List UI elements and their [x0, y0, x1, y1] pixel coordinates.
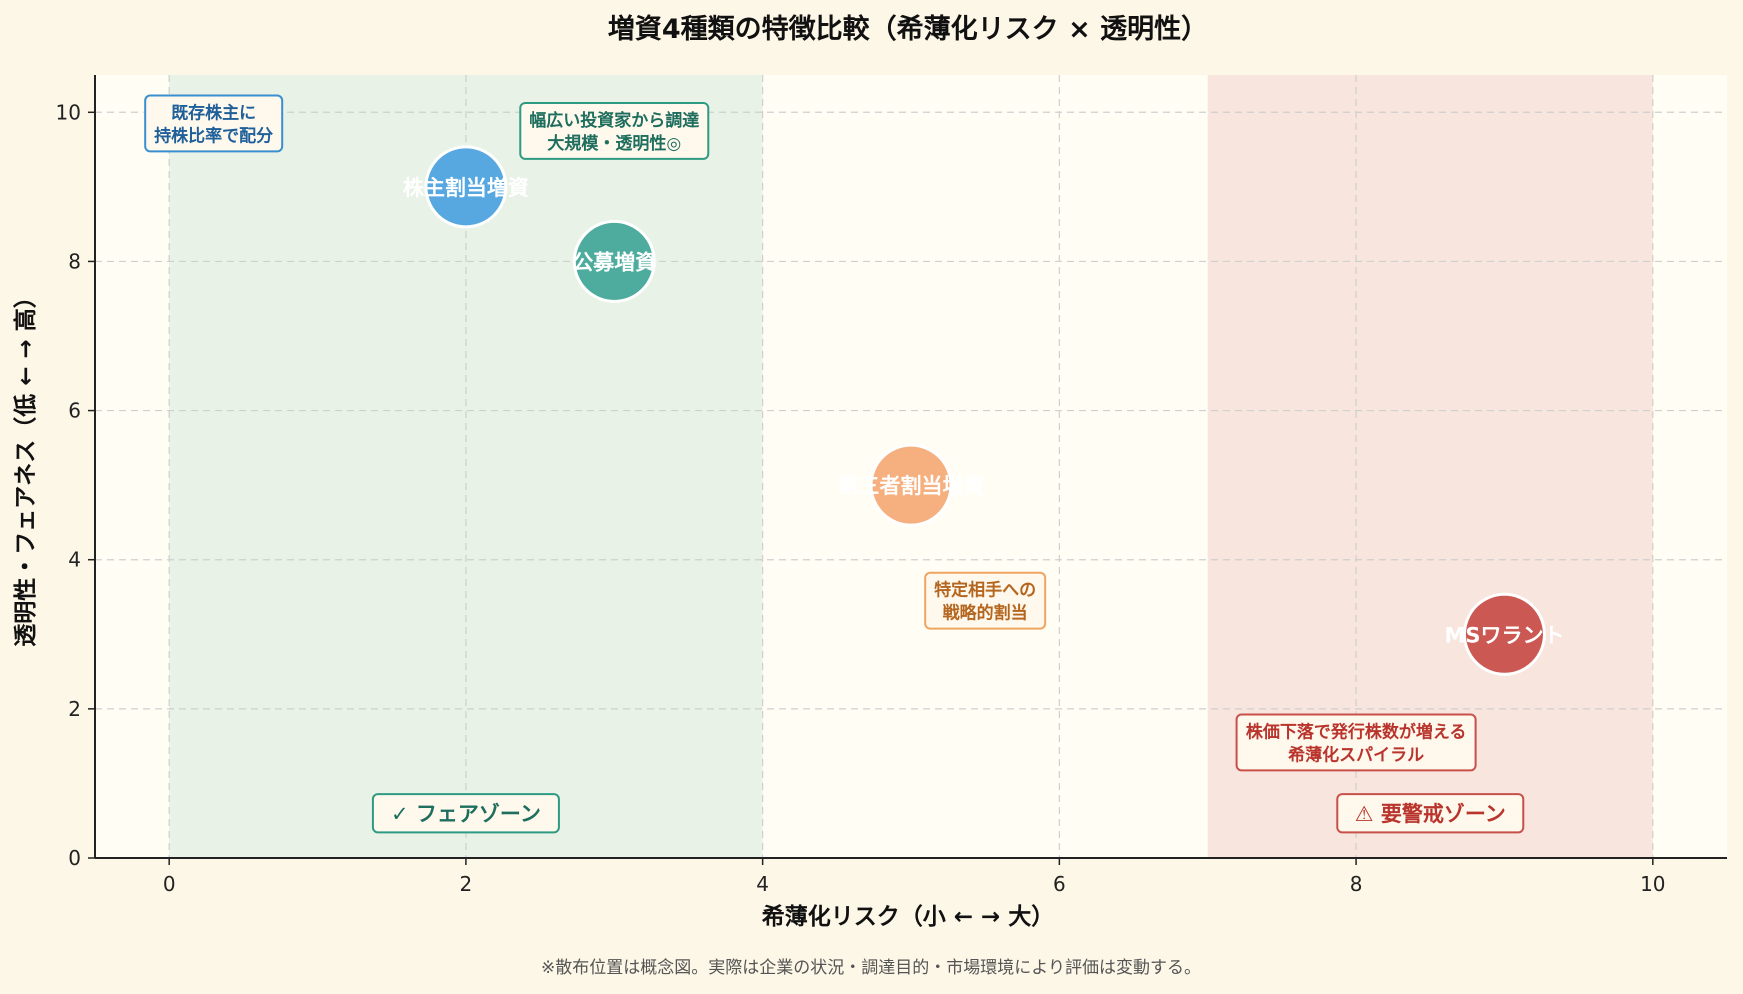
- data-point-3: [1462, 592, 1546, 676]
- y-tick-label-0: 0: [68, 846, 81, 870]
- x-tick-label-0: 0: [163, 872, 176, 896]
- axes-layer: 0 2 4 6 8 10 0 2 4 6 8 10: [56, 75, 1727, 896]
- y-tick-label-4: 8: [68, 249, 81, 273]
- x-tick-label-3: 6: [1053, 872, 1066, 896]
- data-point-label-2: 第三者割当増資: [838, 474, 985, 498]
- zone-label-0-box: [371, 793, 560, 834]
- annotation-2-line-1: 戦略的割当: [943, 603, 1028, 624]
- zone-label-0-line-0: ✓ フェアゾーン: [391, 802, 541, 826]
- annotation-3-box: [1235, 713, 1477, 772]
- annotation-0-box: [144, 94, 284, 153]
- annotation-1-line-0: 幅広い投資家から調達: [529, 110, 699, 131]
- y-tick-label-2: 4: [68, 548, 81, 572]
- data-point-0: [424, 145, 508, 229]
- y-tick-label-5: 10: [56, 100, 81, 124]
- annotation-0-line-0: 既存株主に: [171, 102, 256, 123]
- zone-label-0: ✓ フェアゾーン: [371, 793, 560, 834]
- x-axis-label: 希薄化リスク（小 ← → 大）: [762, 903, 1055, 930]
- y-tick-label-3: 6: [68, 399, 81, 423]
- annotation-1-box: [519, 101, 710, 160]
- annotation-1-line-1: 大規模・透明性◎: [547, 133, 681, 154]
- zone-label-1-line-0: ⚠ 要警戒ゾーン: [1355, 802, 1506, 826]
- y-tick-label-1: 2: [68, 697, 81, 721]
- data-point-2: [869, 443, 953, 527]
- annotation-2-line-0: 特定相手への: [934, 580, 1036, 601]
- y-axis-label: 透明性・フェアネス（低 ← → 高）: [12, 285, 39, 647]
- data-point-1: [572, 219, 656, 303]
- annotation-3-line-0: 株価下落で発行株数が増える: [1246, 721, 1467, 742]
- annotation-2-box: [924, 571, 1047, 630]
- annotation-0-line-1: 持株比率で配分: [154, 125, 273, 146]
- footnote: ※散布位置は概念図。実際は企業の状況・調達目的・市場環境により評価は変動する。: [541, 957, 1201, 978]
- x-tick-label-1: 2: [460, 872, 473, 896]
- x-tick-label-4: 8: [1350, 872, 1363, 896]
- data-point-label-1: 公募増資: [572, 250, 656, 274]
- zone-label-1: ⚠ 要警戒ゾーン: [1336, 793, 1525, 834]
- zone-label-1-box: [1336, 793, 1525, 834]
- data-point-label-0: 株主割当増資: [403, 176, 529, 200]
- data-point-label-3: MSワラント: [1444, 623, 1564, 647]
- annotation-3-line-1: 希薄化スパイラル: [1288, 744, 1424, 765]
- x-tick-label-2: 4: [756, 872, 769, 896]
- x-tick-label-5: 10: [1640, 872, 1665, 896]
- chart-title: 増資4種類の特徴比較（希薄化リスク × 透明性）: [608, 13, 1208, 45]
